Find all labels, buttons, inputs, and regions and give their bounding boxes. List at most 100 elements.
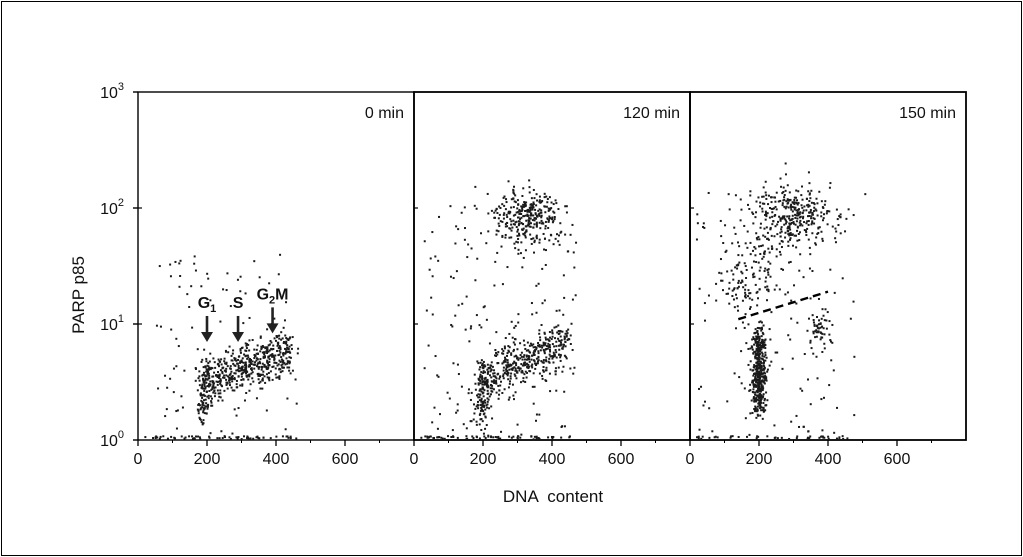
data-point xyxy=(757,373,760,376)
data-point xyxy=(512,394,515,397)
data-point xyxy=(525,376,528,379)
data-point xyxy=(282,354,285,357)
data-point xyxy=(815,236,818,239)
data-point xyxy=(813,323,816,326)
data-point xyxy=(805,234,808,237)
data-point xyxy=(790,208,793,211)
data-point xyxy=(272,354,275,357)
data-point xyxy=(532,226,535,229)
data-point xyxy=(550,201,553,204)
data-point xyxy=(217,363,220,366)
data-point xyxy=(510,368,513,371)
data-point xyxy=(201,383,204,386)
data-point xyxy=(270,347,273,350)
data-point xyxy=(823,342,826,345)
data-point xyxy=(289,435,292,438)
data-point xyxy=(247,356,250,359)
data-point xyxy=(485,424,488,427)
data-point xyxy=(565,211,568,214)
data-point xyxy=(754,338,757,341)
data-point xyxy=(244,368,247,371)
data-point xyxy=(763,365,766,368)
data-point xyxy=(835,437,838,440)
data-point xyxy=(763,355,766,358)
data-point xyxy=(530,435,533,438)
data-point xyxy=(776,351,779,354)
data-point xyxy=(785,220,788,223)
data-point xyxy=(197,409,200,412)
data-point xyxy=(755,410,758,413)
data-point xyxy=(230,359,233,362)
data-point xyxy=(535,364,538,367)
data-point xyxy=(226,365,229,368)
data-point xyxy=(275,376,278,379)
data-point xyxy=(535,311,538,314)
data-point xyxy=(200,386,203,389)
data-point xyxy=(760,329,763,332)
data-point xyxy=(510,220,513,223)
data-point xyxy=(494,260,497,263)
data-point xyxy=(255,359,258,362)
data-point xyxy=(760,379,763,382)
data-point xyxy=(745,342,748,345)
data-point xyxy=(430,296,433,299)
data-point xyxy=(223,369,226,372)
data-point xyxy=(516,216,519,219)
data-point xyxy=(754,376,757,379)
data-point xyxy=(239,349,242,352)
data-point xyxy=(464,328,467,331)
data-point xyxy=(233,376,236,379)
data-point xyxy=(512,191,515,194)
data-point xyxy=(511,383,514,386)
data-point xyxy=(181,406,184,409)
data-point xyxy=(839,232,842,235)
data-point xyxy=(521,228,524,231)
data-point xyxy=(228,345,231,348)
data-point xyxy=(740,382,743,385)
data-point xyxy=(267,344,270,347)
data-point xyxy=(248,389,251,392)
data-point xyxy=(560,436,563,439)
data-point xyxy=(801,206,804,209)
data-point xyxy=(528,186,531,189)
data-point xyxy=(707,191,710,194)
data-point xyxy=(565,205,568,208)
data-point xyxy=(812,319,815,322)
data-point xyxy=(569,367,572,370)
data-point xyxy=(757,346,760,349)
data-point xyxy=(813,203,816,206)
data-point xyxy=(480,403,483,406)
data-point xyxy=(553,355,556,358)
data-point xyxy=(230,370,233,373)
data-point xyxy=(754,355,757,358)
data-point xyxy=(829,340,832,343)
data-point xyxy=(211,404,214,407)
data-point xyxy=(242,378,245,381)
data-point xyxy=(819,322,822,325)
data-point xyxy=(164,374,167,377)
data-point xyxy=(555,309,558,312)
data-point xyxy=(523,354,526,357)
data-point xyxy=(783,194,786,197)
data-point xyxy=(177,345,180,348)
data-point xyxy=(478,396,481,399)
arrow-head xyxy=(266,323,279,334)
data-point xyxy=(757,235,760,238)
data-point xyxy=(746,230,749,233)
data-point xyxy=(770,196,773,199)
data-point xyxy=(288,362,291,365)
data-point xyxy=(766,212,769,215)
data-point xyxy=(267,356,270,359)
data-point xyxy=(762,364,765,367)
data-point xyxy=(483,377,486,380)
data-point xyxy=(267,371,270,374)
data-point xyxy=(756,405,759,408)
data-point xyxy=(545,347,548,350)
data-point xyxy=(790,221,793,224)
data-point xyxy=(170,435,173,438)
data-point xyxy=(210,401,213,404)
data-point xyxy=(274,373,277,376)
data-point xyxy=(795,196,798,199)
data-point xyxy=(761,244,764,247)
data-point xyxy=(469,327,472,330)
